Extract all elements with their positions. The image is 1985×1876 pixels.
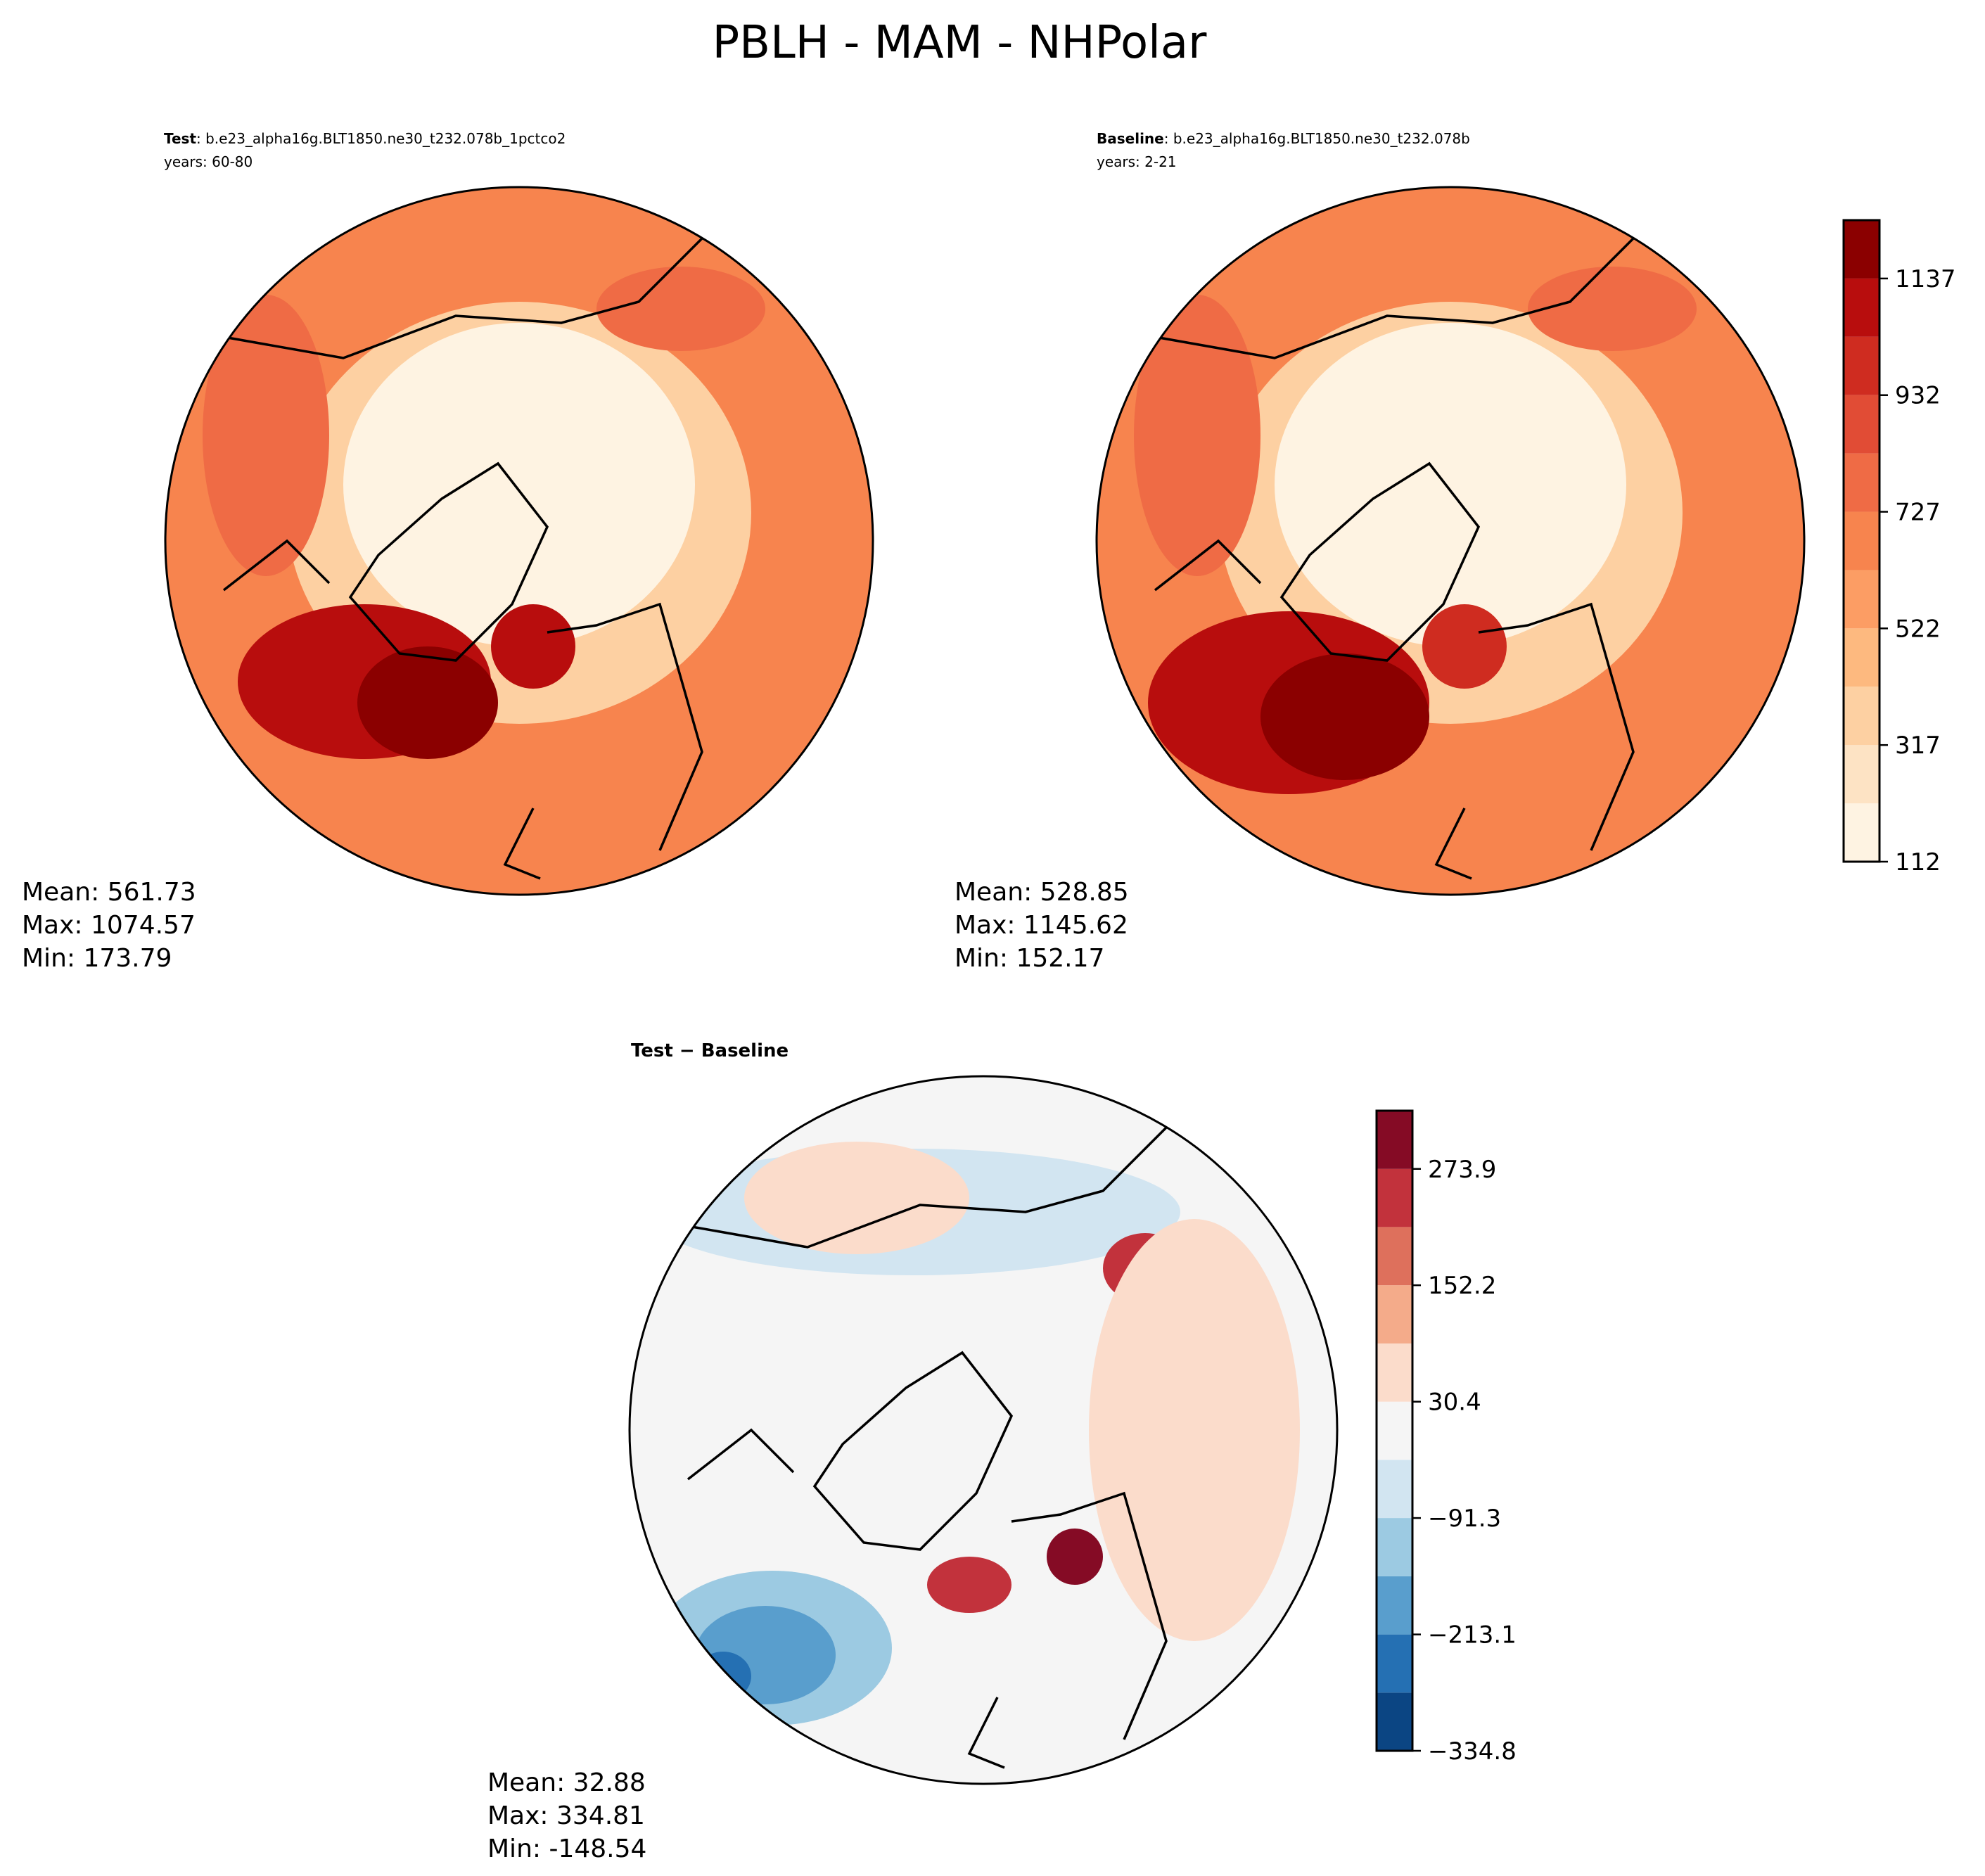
map-field [927, 1557, 1011, 1613]
stat: Min: 173.79 [22, 944, 172, 973]
colorbar-frame [1375, 1109, 1414, 1752]
colorbar-band [1844, 278, 1879, 337]
stat: Max: 1074.57 [22, 911, 196, 940]
map-field [1134, 295, 1260, 576]
colorbar-band [1377, 1343, 1412, 1402]
colorbar-band [1377, 1460, 1412, 1519]
stat: Mean: 32.88 [487, 1768, 646, 1797]
map-border [164, 186, 874, 896]
map [630, 1076, 1337, 1784]
map-field [1422, 604, 1507, 689]
map [1097, 187, 1804, 895]
colorbar-band [1377, 1401, 1412, 1460]
colorbar-band [1844, 395, 1879, 454]
colorbar-tick-label: 273.9 [1428, 1156, 1496, 1184]
colorbar-band [1377, 1168, 1412, 1227]
colorbar-band [1377, 1227, 1412, 1286]
panel-label: Baseline: b.e23_alpha16g.BLT1850.ne30_t2… [1097, 130, 1470, 147]
map-field [1089, 1219, 1300, 1641]
colorbar-band [1844, 745, 1879, 804]
colorbar-band [1377, 1111, 1412, 1169]
map-field [1047, 1529, 1103, 1585]
colorbar-tick-label: −334.8 [1428, 1737, 1517, 1766]
colorbar-tick-label: 152.2 [1428, 1272, 1496, 1300]
colorbar-tick-label: 1137 [1895, 265, 1956, 293]
map-field [343, 323, 695, 646]
map-border [628, 1075, 1339, 1785]
case-label: Baseline [1097, 130, 1164, 147]
colorbar-band [1844, 803, 1879, 862]
years: years: 60-80 [164, 153, 253, 170]
colorbar-band [1377, 1285, 1412, 1344]
stat: Mean: 528.85 [955, 878, 1129, 907]
colorbar-band [1844, 220, 1879, 279]
colorbar-tick-label: 317 [1895, 732, 1941, 760]
stat: Min: -148.54 [487, 1834, 646, 1863]
figure-title: PBLH - MAM - NHPolar [713, 17, 1208, 69]
map-field [1260, 653, 1429, 780]
panel-label: Test − Baseline [631, 1040, 789, 1061]
coastline [222, 237, 703, 880]
map-field [596, 267, 765, 351]
map-border [1095, 186, 1806, 896]
stat: Min: 152.17 [955, 944, 1104, 973]
colorbar-band [1377, 1576, 1412, 1635]
colorbar-tick-label: −91.3 [1428, 1505, 1501, 1533]
colorbar-band [1377, 1518, 1412, 1576]
stat: Mean: 561.73 [22, 878, 196, 907]
colorbar-tick-label: 727 [1895, 499, 1941, 527]
case-name: : b.e23_alpha16g.BLT1850.ne30_t232.078b_… [196, 130, 566, 147]
colorbar-band [1377, 1634, 1412, 1693]
colorbar-band [1844, 687, 1879, 746]
colorbar-band [1844, 570, 1879, 629]
map-field [1528, 267, 1697, 351]
map-field [695, 1652, 751, 1701]
colorbar-frame [1842, 219, 1881, 863]
colorbar-band [1844, 453, 1879, 512]
map-field [1275, 323, 1626, 646]
colorbar-tick-label: 932 [1895, 382, 1941, 410]
colorbar-tick-label: 522 [1895, 615, 1941, 643]
map-field [203, 295, 329, 576]
colorbar-tick-label: 30.4 [1428, 1389, 1481, 1417]
panel-label: Test: b.e23_alpha16g.BLT1850.ne30_t232.0… [164, 130, 566, 147]
coastline [1154, 237, 1635, 880]
map-field [357, 646, 498, 759]
colorbar-band [1844, 336, 1879, 395]
stat: Max: 1145.62 [955, 911, 1128, 940]
stat: Max: 334.81 [487, 1801, 645, 1830]
colorbar-tick-label: −213.1 [1428, 1621, 1517, 1650]
case-label: Test [164, 130, 196, 147]
colorbar-band [1844, 628, 1879, 687]
map-field [491, 604, 575, 689]
years: years: 2-21 [1097, 153, 1177, 170]
colorbar-band [1844, 511, 1879, 570]
colorbar-band [1377, 1692, 1412, 1751]
map [165, 187, 873, 895]
colorbar-tick-label: 112 [1895, 848, 1941, 876]
case-name: : b.e23_alpha16g.BLT1850.ne30_t232.078b [1164, 130, 1470, 147]
map-field [744, 1142, 969, 1254]
coastline [687, 1126, 1168, 1769]
